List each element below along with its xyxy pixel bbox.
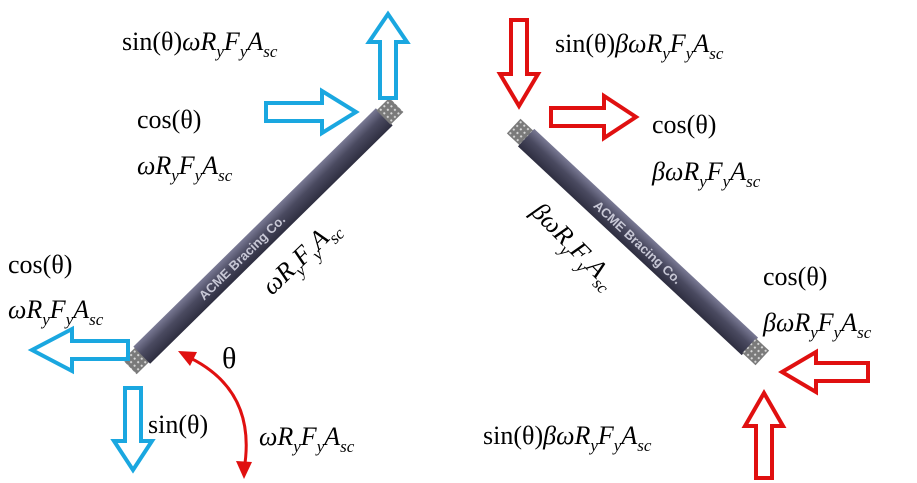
left-bottom-sin-term: ωRyFyAsc <box>259 422 355 456</box>
right-brace-end-upper <box>506 118 534 146</box>
angle-arc-head-end-icon <box>236 461 252 479</box>
right-brace-brand: ACME Bracing Co. <box>591 198 685 287</box>
left-top-cos-line1: cos(θ) <box>137 105 201 134</box>
arrow-up-red-icon <box>741 388 787 480</box>
left-bottom-cos-line2: ωRyFyAsc <box>8 295 104 329</box>
right-brace: ACME Bracing Co. <box>506 118 770 366</box>
left-brace: ACME Bracing Co. <box>122 97 404 375</box>
arrow-down-icon <box>110 386 156 474</box>
arrow-left-red-icon <box>778 348 870 396</box>
left-brace-end-upper <box>376 97 404 125</box>
right-bottom-sin-label: sin(θ)βωRyFyAsc <box>483 421 652 455</box>
right-top-cos-line1: cos(θ) <box>652 110 716 139</box>
arrow-up-icon <box>365 10 411 100</box>
right-bottom-cos-line2: βωRyFyAsc <box>762 308 872 342</box>
right-bottom-cos-line1: cos(θ) <box>763 262 827 291</box>
right-brace-body <box>517 128 759 356</box>
angle-arc-head-start-icon <box>178 351 197 366</box>
left-bottom-sin-prefix: sin(θ) <box>148 410 208 439</box>
angle-arc <box>183 353 248 471</box>
arrow-left-icon <box>27 325 130 375</box>
right-top-cos-line2: βωRyFyAsc <box>651 157 761 191</box>
arrow-right-icon <box>264 87 360 137</box>
right-top-sin-label: sin(θ)βωRyFyAsc <box>555 29 724 63</box>
arrow-right-red-icon <box>549 92 640 142</box>
right-brace-end-lower <box>742 338 770 366</box>
left-bottom-cos-line1: cos(θ) <box>8 250 72 279</box>
left-top-sin-label: sin(θ)ωRyFyAsc <box>122 27 278 61</box>
angle-theta: θ <box>222 342 236 375</box>
left-top-cos-line2: ωRyFyAsc <box>137 151 233 185</box>
arrow-down-red-icon <box>496 18 542 110</box>
left-brace-body <box>133 108 393 364</box>
